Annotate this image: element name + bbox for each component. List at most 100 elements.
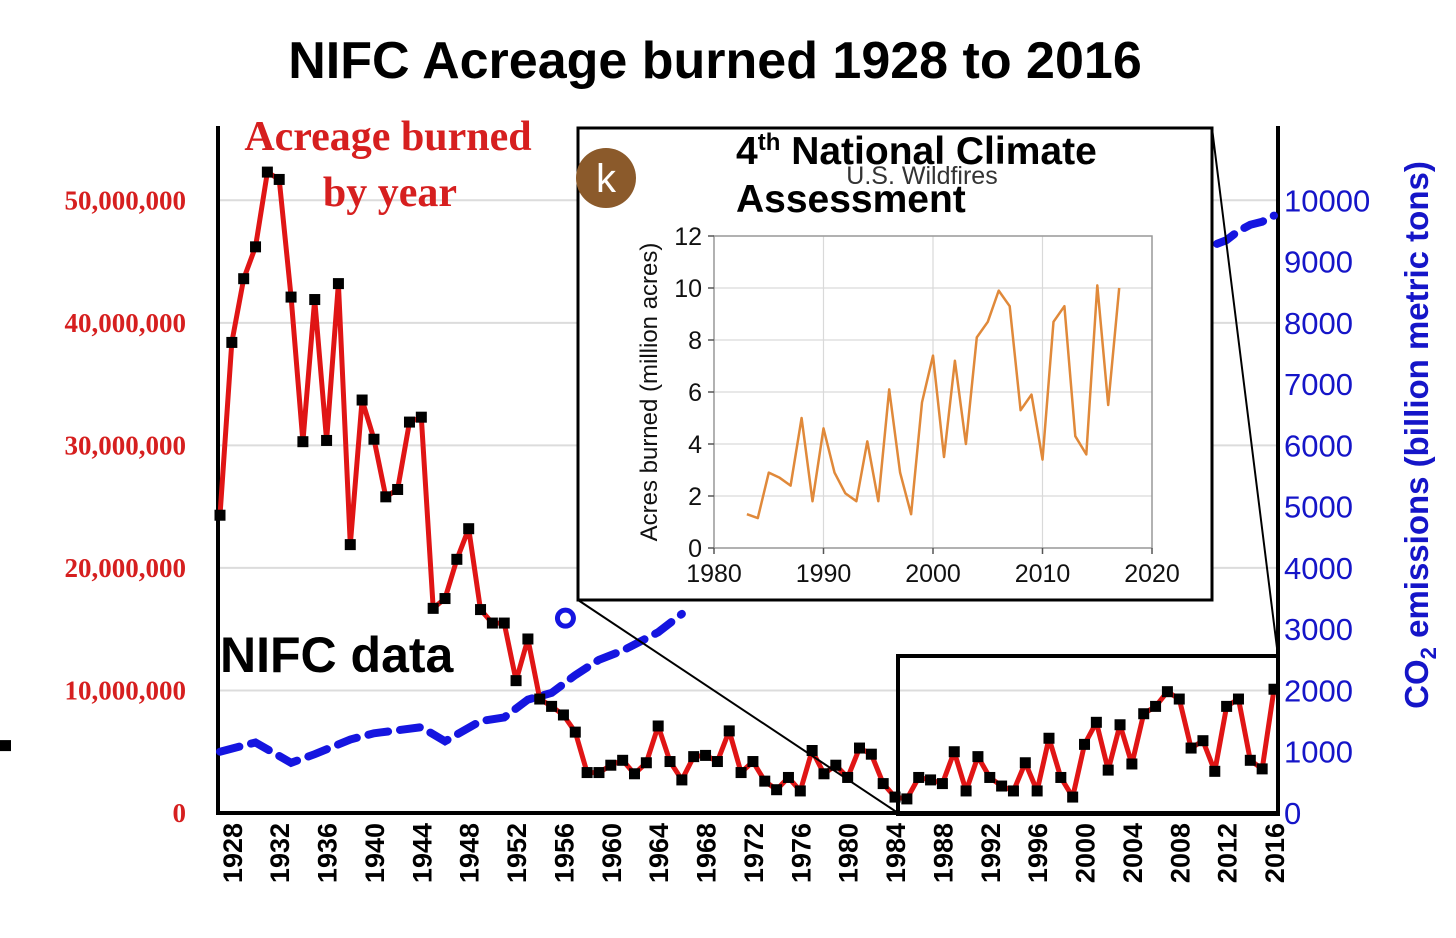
inset-x-tick-label: 1980 xyxy=(686,560,742,588)
inset-subtitle: U.S. Wildfires xyxy=(846,162,997,190)
inset-panel: k 4th National Climate Assessment U.S. W… xyxy=(576,126,1214,602)
acreage-point-1927 xyxy=(214,509,226,521)
acreage-point-1936 xyxy=(321,434,333,446)
acreage-point-1956 xyxy=(557,709,569,721)
acreage-point-1962 xyxy=(628,768,640,780)
acreage-point-1934 xyxy=(297,436,309,448)
acreage-point-2015 xyxy=(1256,763,1268,775)
acreage-point-1932 xyxy=(273,173,285,185)
x-tick-label: 2000 xyxy=(1071,823,1101,883)
acreage-series xyxy=(0,166,1280,805)
acreage-point-1950 xyxy=(486,617,498,629)
acreage-point-1958 xyxy=(581,767,593,779)
right-tick-label: 1000 xyxy=(1284,735,1353,770)
acreage-point-1937 xyxy=(332,278,344,290)
acreage-point-2004 xyxy=(1126,758,1138,770)
acreage-point-1992 xyxy=(984,771,996,783)
right-tick-label: 8000 xyxy=(1284,306,1353,341)
right-tick-label: 2000 xyxy=(1284,673,1353,708)
acreage-point-1938 xyxy=(344,539,356,551)
acreage-point-2011 xyxy=(1209,765,1221,777)
inset-title-line1: 4th National Climate xyxy=(736,129,1097,173)
acreage-point-1953 xyxy=(522,633,534,645)
acreage-point-2009 xyxy=(1185,742,1197,754)
x-axis-ticks: 1928 1932 1936 1940 1944 1948 1952 1956 1960 1964… xyxy=(218,823,1290,883)
acreage-point-1999 xyxy=(1067,791,1079,803)
acreage-point-1965 xyxy=(664,756,676,768)
inset-x-tick-label: 2000 xyxy=(905,560,961,588)
zoom-highlight-box xyxy=(896,654,1280,816)
acreage-point-1944 xyxy=(415,411,427,423)
annotation-acreage-burned: Acreage burned xyxy=(244,114,531,160)
acreage-point-2008 xyxy=(1173,693,1185,705)
acreage-point-1942 xyxy=(392,483,404,495)
acreage-point-2012 xyxy=(1221,700,1233,712)
acreage-point-1967 xyxy=(688,751,700,763)
acreage-point-2006 xyxy=(1150,700,1162,712)
acreage-point-2013 xyxy=(1232,693,1244,705)
inset-badge-letter: k xyxy=(596,157,617,201)
acreage-point-1986 xyxy=(913,771,925,783)
acreage-point-2000 xyxy=(1079,738,1091,750)
inset-y-tick-label: 2 xyxy=(688,483,702,511)
inset-y-tick-label: 8 xyxy=(688,327,702,355)
inset-x-tick-label: 1990 xyxy=(796,560,852,588)
acreage-point-1972 xyxy=(747,756,759,768)
inset-title-line2: Assessment xyxy=(736,178,966,221)
acreage-point-1990 xyxy=(960,785,972,797)
x-tick-label: 1992 xyxy=(976,823,1006,883)
acreage-point-1960 xyxy=(605,759,617,771)
acreage-point-1982 xyxy=(865,748,877,760)
x-tick-label: 2012 xyxy=(1213,823,1243,883)
acreage-point-1928 xyxy=(226,336,238,348)
x-tick-label: 1952 xyxy=(502,823,532,883)
inset-y-tick-label: 6 xyxy=(688,379,702,407)
acreage-point-1943 xyxy=(403,416,415,428)
acreage-point-1979 xyxy=(830,759,842,771)
acreage-point-1957 xyxy=(569,726,581,738)
x-tick-label: 1988 xyxy=(928,823,958,883)
right-tick-label: 5000 xyxy=(1284,490,1353,525)
acreage-point-2001 xyxy=(1090,716,1102,728)
chart-title: NIFC Acreage burned 1928 to 2016 xyxy=(288,32,1142,90)
right-axis-ticks: 0 1000 2000 3000 4000 5000 6000 7000 8000 9000 100… xyxy=(1284,183,1370,831)
zoom-connector-left xyxy=(577,599,899,814)
acreage-point-1954 xyxy=(534,693,546,705)
acreage-point-1994 xyxy=(1007,785,1019,797)
acreage-point-1980 xyxy=(842,771,854,783)
acreage-point-1961 xyxy=(617,754,629,766)
acreage-point-1991 xyxy=(972,751,984,763)
inset-y-axis-label: Acres burned (million acres) xyxy=(636,243,663,542)
x-tick-label: 1948 xyxy=(455,823,485,883)
acreage-point-1976 xyxy=(794,785,806,797)
x-tick-label: 2004 xyxy=(1118,823,1148,883)
acreage-point-1948 xyxy=(463,523,475,535)
acreage-point-1959 xyxy=(593,767,605,779)
acreage-point-1993 xyxy=(996,780,1008,792)
acreage-point-1929 xyxy=(238,273,250,285)
acreage-point-1931 xyxy=(261,166,273,178)
right-tick-label: 9000 xyxy=(1284,245,1353,280)
zoom-connector-right xyxy=(1211,127,1279,657)
acreage-point-1939 xyxy=(356,394,368,406)
right-tick-label: 4000 xyxy=(1284,551,1353,586)
acreage-point-1989 xyxy=(948,746,960,758)
acreage-point-1952 xyxy=(510,675,522,687)
acreage-point-1935 xyxy=(309,294,321,306)
right-tick-label: 6000 xyxy=(1284,428,1353,463)
x-tick-label: 2016 xyxy=(1260,823,1290,883)
left-tick-label: 40,000,000 xyxy=(65,308,187,338)
acreage-point-1947 xyxy=(451,553,463,565)
acreage-point-1969 xyxy=(711,756,723,768)
acreage-point-1973 xyxy=(759,775,771,787)
acreage-point-1987 xyxy=(925,774,937,786)
x-tick-label: 1932 xyxy=(265,823,295,883)
acreage-point-2010 xyxy=(1197,735,1209,747)
acreage-point-2014 xyxy=(1244,754,1256,766)
acreage-point-2003 xyxy=(1114,719,1126,731)
acreage-point-1966 xyxy=(676,774,688,786)
acreage-point-1955 xyxy=(546,700,558,712)
inset-y-tick-label: 12 xyxy=(674,223,702,251)
acreage-point-1951 xyxy=(498,617,510,629)
inset-wildfire-line xyxy=(746,284,1121,520)
